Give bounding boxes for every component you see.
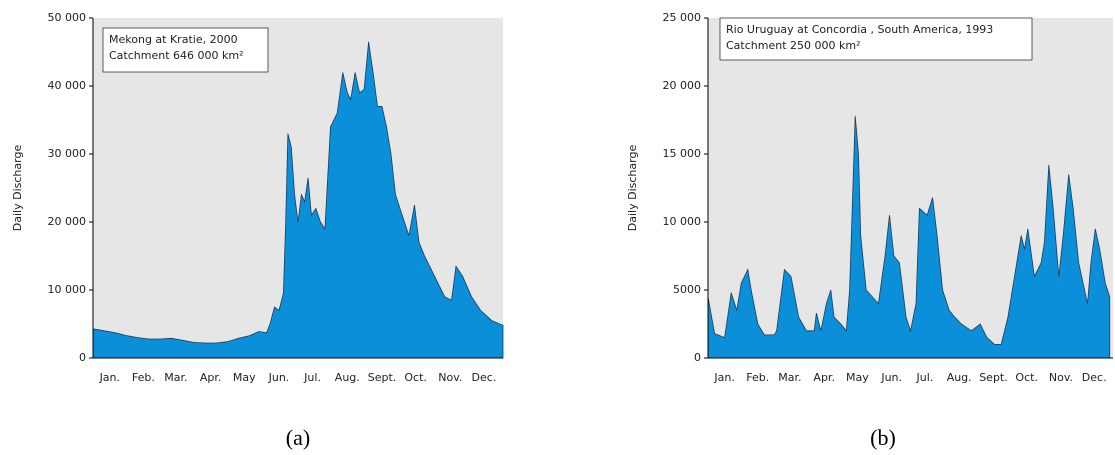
annotation: Mekong at Kratie, 2000 [109,33,238,46]
caption: (a) [286,425,310,450]
x-tick-label: Jul. [303,371,321,384]
x-tick-label: Jul. [915,371,933,384]
annotation: Rio Uruguay at Concordia , South America… [726,23,993,36]
y-axis-label: Daily Discharge [626,145,639,232]
area [707,115,1111,359]
y-tick-label: 0 [694,351,701,364]
x-tick-label: Dec. [1082,371,1107,384]
x-tick-label: May [233,371,256,384]
x-tick-label: Mar. [778,371,801,384]
y-tick-label: 20 000 [663,79,702,92]
y-tick-label: 0 [79,351,86,364]
x-tick-label: Jun. [268,371,290,384]
y-tick-label: 25 000 [663,11,702,24]
x-tick-label: Mar. [164,371,187,384]
y-tick-label: 10 000 [663,215,702,228]
x-tick-label: Nov. [1049,371,1073,384]
annotation: Catchment 250 000 km² [726,39,861,52]
annotation-box [102,27,269,73]
x-tick-label: Sept. [368,371,397,384]
x-tick-label: Aug. [947,371,972,384]
x-tick-label: Nov. [438,371,462,384]
y-tick-label: 30 000 [48,147,87,160]
x-tick-label: Oct. [404,371,427,384]
x-tick-label: Feb. [132,371,155,384]
caption: (b) [870,425,896,450]
x-tick-label: Feb. [746,371,769,384]
area [92,41,504,359]
x-tick-label: Jan. [99,371,120,384]
y-tick-label: 5000 [673,283,701,296]
y-tick-label: 15 000 [663,147,702,160]
x-tick-label: Oct. [1015,371,1038,384]
y-axis-label: Daily Discharge [11,145,24,232]
y-tick-label: 40 000 [48,79,87,92]
x-tick-label: Sept. [979,371,1008,384]
y-tick-label: 50 000 [48,11,87,24]
annotation: Catchment 646 000 km² [109,49,244,62]
x-tick-label: Aug. [335,371,360,384]
x-tick-label: Jan. [713,371,734,384]
x-tick-label: Apr. [813,371,835,384]
x-tick-label: May [846,371,869,384]
y-tick-label: 20 000 [48,215,87,228]
y-tick-label: 10 000 [48,283,87,296]
x-tick-label: Dec. [472,371,497,384]
x-tick-label: Apr. [200,371,222,384]
annotation-box [719,17,1033,61]
x-tick-label: Jun. [880,371,902,384]
